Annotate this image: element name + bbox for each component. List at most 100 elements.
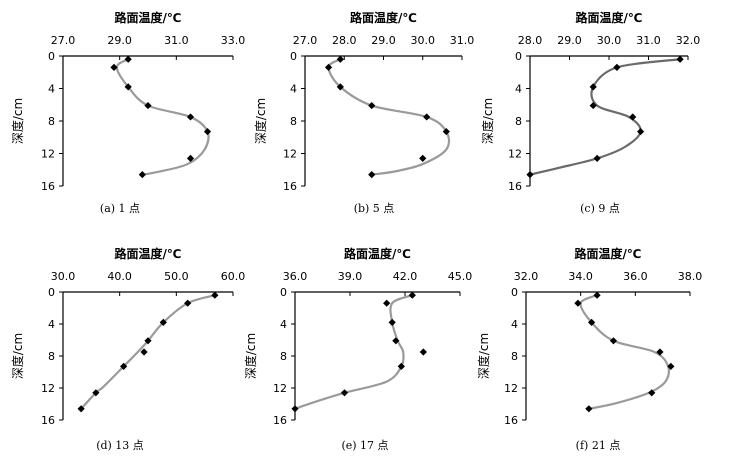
data-point [324, 63, 333, 71]
data-point [667, 362, 675, 370]
panel-caption: (a) 1 点 [100, 202, 140, 215]
x-axis-title: 路面温度/℃ [575, 246, 642, 261]
y-tick-label: 8 [515, 115, 522, 128]
y-axis-title: 深度/cm [476, 333, 491, 379]
y-tick-label: 0 [48, 286, 55, 299]
x-tick-label: 34.0 [568, 270, 593, 283]
data-point [676, 55, 684, 63]
y-tick-label: 12 [273, 382, 287, 395]
x-axis-title: 路面温度/℃ [115, 246, 182, 261]
y-tick-label: 4 [48, 318, 55, 331]
y-tick-label: 12 [283, 148, 297, 161]
data-point [144, 337, 152, 345]
y-tick-label: 16 [283, 180, 297, 193]
x-axis-title: 路面温度/℃ [344, 246, 411, 261]
x-tick-label: 50.0 [164, 270, 189, 283]
y-axis-title: 深度/cm [253, 98, 268, 144]
x-tick-label: 30.0 [597, 34, 622, 47]
y-tick-label: 12 [41, 382, 55, 395]
data-point [124, 83, 132, 91]
x-tick-label: 29.0 [557, 34, 582, 47]
chart-panel-3: 路面温度/℃ 28.0 29.0 30.0 31.0 32.0 0 4 8 12 16 深度/cm (c… [480, 10, 700, 215]
x-axis-title: 路面温度/℃ [115, 10, 182, 25]
x-tick-label: 27.0 [51, 34, 76, 47]
data-point [211, 291, 219, 299]
data-point [593, 291, 601, 299]
x-tick-label: 31.0 [164, 34, 189, 47]
data-point [637, 127, 645, 136]
fit-curve [115, 58, 210, 176]
fit-curve [80, 294, 216, 410]
y-tick-label: 8 [290, 115, 297, 128]
data-point [629, 113, 637, 121]
panel-caption: (b) 5 点 [354, 202, 395, 215]
data-point [124, 55, 132, 63]
data-point [184, 299, 192, 307]
data-point [186, 154, 195, 162]
x-tick-label: 36.0 [623, 270, 648, 283]
y-tick-label: 0 [515, 50, 522, 63]
data-point [574, 299, 582, 307]
panel-caption: (c) 9 点 [580, 202, 620, 215]
y-axis-title: 深度/cm [243, 333, 258, 379]
panel-caption: (f) 21 点 [576, 439, 621, 452]
data-point [388, 318, 396, 326]
data-point [656, 348, 664, 356]
x-tick-label: 28.0 [332, 34, 357, 47]
data-point [589, 83, 597, 91]
y-tick-label: 8 [280, 350, 287, 363]
data-point [423, 113, 431, 121]
y-tick-label: 4 [48, 83, 55, 96]
y-tick-label: 12 [504, 382, 518, 395]
x-tick-label: 60.0 [221, 270, 246, 283]
y-axis-title: 深度/cm [480, 98, 495, 144]
y-tick-label: 16 [273, 414, 287, 427]
y-tick-label: 16 [504, 414, 518, 427]
x-tick-label: 36.0 [283, 270, 308, 283]
x-tick-label: 28.0 [518, 34, 543, 47]
data-point [383, 299, 391, 307]
y-axis-title: 深度/cm [10, 333, 25, 379]
data-point [419, 154, 427, 162]
y-tick-label: 16 [41, 180, 55, 193]
panel-caption: (d) 13 点 [96, 439, 144, 452]
x-tick-label: 45.0 [448, 270, 473, 283]
y-tick-label: 16 [508, 180, 522, 193]
data-point [419, 348, 427, 356]
data-point [585, 405, 593, 413]
data-point [408, 291, 416, 299]
y-tick-label: 8 [48, 115, 55, 128]
data-point [92, 389, 100, 397]
y-axis-title: 深度/cm [10, 98, 25, 144]
data-point [368, 101, 376, 110]
y-tick-label: 0 [280, 286, 287, 299]
data-point [138, 171, 146, 179]
data-point [593, 154, 601, 162]
chart-panel-1: 路面温度/℃ 27.0 29.0 31.0 33.0 0 4 8 12 16 深度/cm (a) 1 … [10, 10, 245, 215]
data-point [526, 171, 534, 179]
data-point [159, 318, 167, 326]
data-point [203, 127, 212, 136]
y-tick-label: 16 [41, 414, 55, 427]
data-point [368, 171, 376, 179]
data-point [336, 55, 344, 63]
y-tick-label: 0 [290, 50, 297, 63]
x-tick-label: 31.0 [636, 34, 661, 47]
x-tick-label: 39.0 [338, 270, 363, 283]
x-tick-label: 42.0 [393, 270, 418, 283]
chart-panel-4: 路面温度/℃ 30.0 40.0 50.0 60.0 0 4 8 12 16 深度/cm (d) 13… [10, 246, 245, 452]
x-tick-label: 29.0 [371, 34, 396, 47]
y-tick-label: 12 [508, 148, 522, 161]
data-point [144, 101, 152, 110]
y-tick-label: 8 [511, 350, 518, 363]
y-tick-label: 8 [48, 350, 55, 363]
y-tick-label: 0 [48, 50, 55, 63]
x-tick-label: 33.0 [221, 34, 246, 47]
x-axis-title: 路面温度/℃ [350, 10, 417, 25]
data-point [140, 348, 148, 356]
data-point [120, 362, 128, 370]
data-point [613, 63, 621, 71]
x-tick-label: 29.0 [107, 34, 132, 47]
data-point [609, 337, 618, 345]
